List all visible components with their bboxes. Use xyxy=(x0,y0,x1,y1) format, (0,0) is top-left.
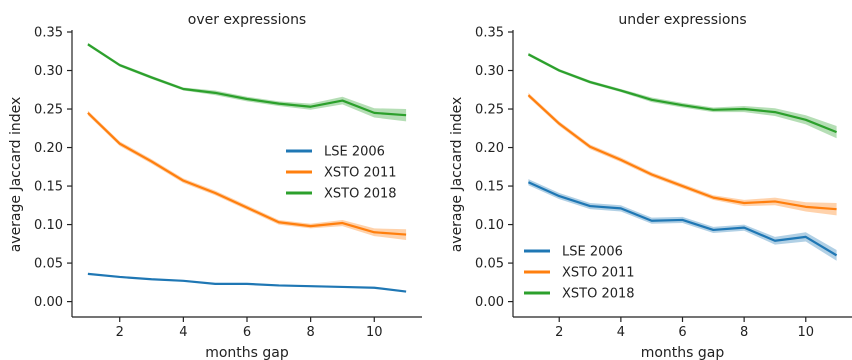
series-line-xsto-2018 xyxy=(527,53,837,134)
chart-title: over expressions xyxy=(188,12,306,28)
series-band-xsto-2018 xyxy=(87,42,407,122)
series-line-xsto-2018 xyxy=(87,43,407,117)
x-tick-label: 6 xyxy=(678,325,686,340)
y-tick-label: 0.05 xyxy=(475,257,504,272)
legend-label: LSE 2006 xyxy=(562,245,623,260)
y-axis-label: average Jaccard index xyxy=(449,97,465,253)
y-tick-label: 0.25 xyxy=(475,103,504,118)
x-tick-label: 10 xyxy=(797,325,814,340)
y-tick-label: 0.05 xyxy=(34,257,63,272)
panel-2: 0.00 0.05 0.10 0.15 0.20 0.25 0.30 0.35 2 4 6 8 10 un… xyxy=(449,12,852,360)
x-axis-label: months gap xyxy=(205,345,289,360)
legend: LSE 2006 XSTO 2011 XSTO 2018 xyxy=(286,145,397,202)
y-tick-label: 0.25 xyxy=(34,103,63,118)
y-tick-label: 0.35 xyxy=(34,26,63,41)
y-axis-label: average Jaccard index xyxy=(8,97,24,253)
y-tick-label: 0.10 xyxy=(34,218,63,233)
y-tick-label: 0.10 xyxy=(475,218,504,233)
chart-title: under expressions xyxy=(618,12,746,28)
panel-1: 0.00 0.05 0.10 0.15 0.20 0.25 0.30 0.35 2 4 6 8 10 ov… xyxy=(8,12,422,360)
series-band-xsto-2011 xyxy=(528,92,837,216)
series-line-xsto-2011 xyxy=(527,94,837,211)
y-tick-label: 0.15 xyxy=(34,180,63,195)
x-tick-label: 8 xyxy=(740,325,748,340)
y-tick-label: 0.00 xyxy=(34,295,63,310)
y-tick-label: 0.20 xyxy=(34,141,63,156)
legend-label: XSTO 2011 xyxy=(562,266,635,281)
y-tick-label: 0.20 xyxy=(475,141,504,156)
x-tick-label: 4 xyxy=(179,325,187,340)
y-tick-label: 0.00 xyxy=(475,295,504,310)
series-band-xsto-2018 xyxy=(528,52,837,139)
legend-label: XSTO 2018 xyxy=(324,187,397,202)
x-tick-label: 10 xyxy=(366,325,383,340)
y-tick-label: 0.15 xyxy=(475,180,504,195)
legend: LSE 2006 XSTO 2011 XSTO 2018 xyxy=(524,245,635,302)
x-tick-label: 4 xyxy=(617,325,625,340)
x-tick-label: 6 xyxy=(243,325,251,340)
legend-label: XSTO 2011 xyxy=(324,166,397,181)
x-tick-label: 8 xyxy=(306,325,314,340)
x-tick-label: 2 xyxy=(116,325,124,340)
x-tick-label: 2 xyxy=(555,325,563,340)
y-tick-label: 0.35 xyxy=(475,26,504,41)
y-tick-label: 0.30 xyxy=(34,64,63,79)
series-line-lse-2006 xyxy=(527,181,838,257)
series-line-lse-2006 xyxy=(87,272,407,293)
legend-label: XSTO 2018 xyxy=(562,287,635,302)
series-band-lse-2006 xyxy=(87,273,407,293)
series-line-xsto-2011 xyxy=(87,112,407,236)
y-tick-label: 0.30 xyxy=(475,64,504,79)
x-axis-label: months gap xyxy=(641,345,725,360)
legend-label: LSE 2006 xyxy=(324,145,385,160)
